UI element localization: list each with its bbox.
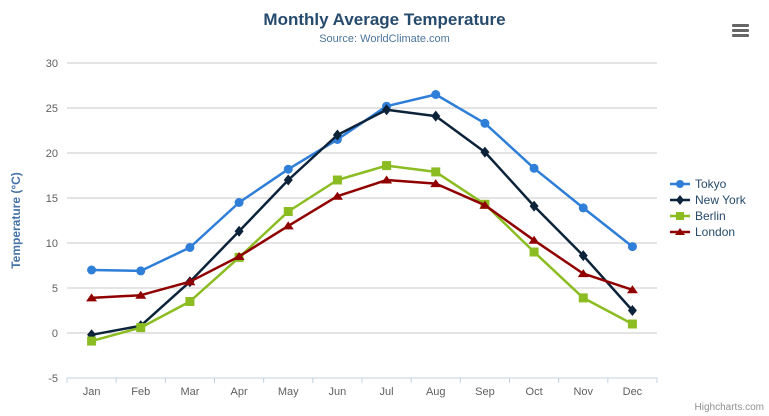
legend-label: Berlin: [695, 209, 726, 223]
data-point-london-mar[interactable]: [184, 277, 196, 286]
x-axis-label: Feb: [131, 386, 150, 398]
data-point-london-dec[interactable]: [626, 285, 638, 294]
chart-title: Monthly Average Temperature: [263, 10, 506, 29]
triangle-legend-icon: [670, 228, 690, 235]
data-point-berlin-feb[interactable]: [136, 323, 146, 333]
legend-label: London: [695, 225, 736, 239]
y-axis-label: 0: [52, 328, 58, 340]
circle-legend-marker[interactable]: [676, 180, 684, 188]
data-point-berlin-nov[interactable]: [578, 293, 588, 303]
x-axis-label: Dec: [623, 386, 643, 398]
data-point-tokyo-nov[interactable]: [578, 203, 588, 213]
credits-link[interactable]: Highcharts.com: [694, 402, 764, 413]
y-axis-label: 20: [46, 148, 58, 160]
data-point-tokyo-jan[interactable]: [87, 265, 97, 275]
hamburger-menu-icon: [732, 34, 749, 37]
export-menu-button[interactable]: [732, 24, 749, 38]
data-point-berlin-dec[interactable]: [627, 319, 637, 329]
data-point-london-apr[interactable]: [233, 252, 245, 260]
legend: Tokyo New York Berlin London: [670, 176, 746, 240]
legend-item-new-york[interactable]: New York: [670, 192, 746, 208]
data-point-tokyo-aug[interactable]: [431, 90, 441, 99]
hamburger-menu-icon: [732, 29, 749, 32]
data-point-berlin-jan[interactable]: [87, 336, 97, 346]
series-line-new-york: [90, 108, 634, 337]
data-point-london-aug[interactable]: [430, 179, 442, 188]
data-point-berlin-oct[interactable]: [529, 247, 539, 257]
data-point-london-jul[interactable]: [381, 175, 393, 184]
triangle-legend-marker[interactable]: [675, 228, 685, 235]
data-point-new-york-jun[interactable]: [332, 129, 342, 141]
x-axis-label: Jan: [83, 386, 101, 398]
series-tokyo: [87, 90, 637, 276]
data-point-tokyo-dec[interactable]: [627, 242, 637, 252]
y-axis-label: -5: [48, 373, 58, 385]
y-axis-label: 15: [46, 193, 58, 205]
data-point-new-york-nov[interactable]: [578, 250, 588, 262]
data-point-london-may[interactable]: [282, 221, 294, 230]
legend-item-london[interactable]: London: [670, 224, 746, 240]
x-axis-label: Jun: [329, 386, 347, 398]
data-point-berlin-jun[interactable]: [332, 175, 342, 185]
series-line-london: [90, 178, 634, 300]
y-axis-label: 10: [46, 238, 58, 250]
data-point-london-sep[interactable]: [479, 200, 491, 209]
data-point-london-jun[interactable]: [331, 191, 343, 200]
chart-subtitle: Source: WorldClimate.com: [319, 33, 450, 45]
data-point-new-york-oct[interactable]: [529, 200, 539, 212]
data-point-tokyo-sep[interactable]: [480, 118, 490, 128]
x-axis-label: Apr: [231, 386, 248, 398]
data-point-tokyo-feb[interactable]: [136, 266, 146, 276]
data-point-new-york-dec[interactable]: [627, 305, 637, 316]
data-point-berlin-mar[interactable]: [185, 297, 195, 306]
series-new-york: [87, 104, 637, 341]
data-point-tokyo-oct[interactable]: [529, 163, 539, 173]
diamond-legend-icon: [670, 195, 690, 205]
data-point-tokyo-apr[interactable]: [234, 198, 244, 207]
y-axis-title: Temperature (°C): [9, 172, 23, 269]
circle-legend-icon: [670, 180, 690, 188]
legend-item-tokyo[interactable]: Tokyo: [670, 176, 746, 192]
data-point-london-nov[interactable]: [577, 269, 589, 278]
legend-label: New York: [695, 193, 746, 207]
data-point-new-york-sep[interactable]: [480, 146, 490, 158]
legend-item-berlin[interactable]: Berlin: [670, 208, 746, 224]
x-axis-label: May: [278, 386, 299, 398]
diamond-legend-marker[interactable]: [676, 195, 684, 205]
series-line-berlin: [90, 164, 634, 343]
y-axis-label: 25: [46, 103, 58, 115]
data-point-berlin-may[interactable]: [283, 207, 293, 216]
x-axis-label: Sep: [475, 386, 495, 398]
data-point-tokyo-may[interactable]: [283, 164, 293, 174]
data-point-tokyo-mar[interactable]: [185, 243, 195, 252]
series-london: [86, 175, 638, 302]
data-point-london-oct[interactable]: [528, 235, 540, 244]
data-point-new-york-may[interactable]: [283, 174, 293, 186]
y-axis-label: 30: [46, 58, 58, 70]
data-point-berlin-jul[interactable]: [382, 161, 392, 171]
y-axis-label: 5: [52, 283, 58, 295]
data-point-new-york-apr[interactable]: [234, 225, 244, 237]
data-point-new-york-aug[interactable]: [431, 110, 441, 122]
square-legend-icon: [670, 212, 690, 220]
x-axis-label: Aug: [426, 386, 446, 398]
legend-label: Tokyo: [695, 177, 727, 191]
x-axis-label: Mar: [180, 386, 199, 398]
data-point-berlin-aug[interactable]: [431, 167, 441, 177]
hamburger-menu-icon: [732, 24, 749, 27]
data-point-london-feb[interactable]: [135, 290, 147, 299]
x-axis-label: Jul: [380, 386, 394, 398]
data-point-london-jan[interactable]: [86, 293, 98, 302]
x-axis-label: Nov: [573, 386, 593, 398]
data-point-new-york-jul[interactable]: [382, 104, 392, 116]
series-line-tokyo: [90, 93, 634, 273]
x-axis-label: Oct: [526, 386, 543, 398]
square-legend-marker[interactable]: [676, 212, 684, 220]
